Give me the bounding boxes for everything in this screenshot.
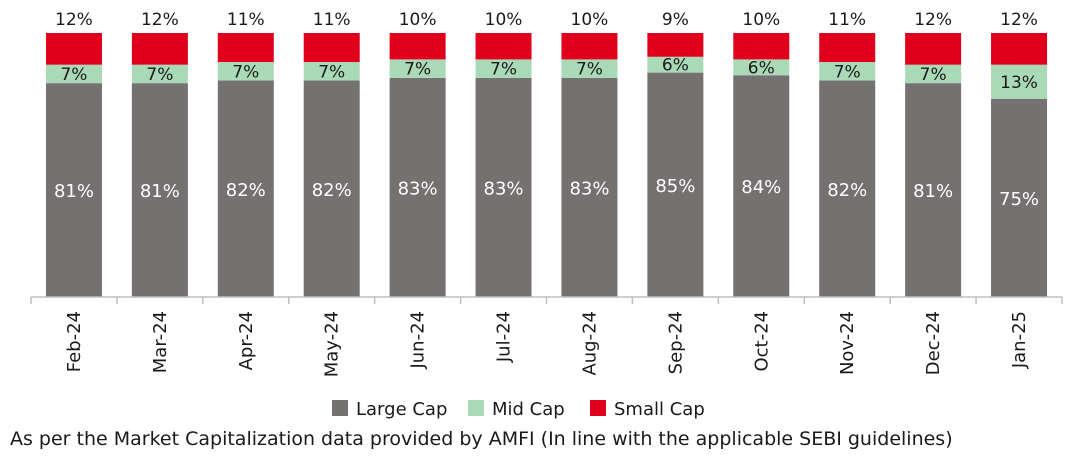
- bar-segment-mid-cap: [561, 59, 618, 78]
- bar-segment-large-cap: [217, 80, 274, 298]
- data-label: 11%: [227, 10, 265, 30]
- bar-segment-mid-cap: [905, 64, 962, 84]
- x-tick-label: Apr-24: [236, 311, 257, 370]
- data-label: 7%: [920, 65, 947, 85]
- bar-segment-small-cap: [131, 33, 188, 65]
- bar-segment-mid-cap: [819, 62, 876, 81]
- bar-segment-small-cap: [819, 33, 876, 63]
- footnote: As per the Market Capitalization data pr…: [10, 428, 953, 450]
- bar-segment-small-cap: [561, 33, 618, 60]
- legend: Large Cap Mid Cap Small Cap: [332, 399, 705, 420]
- bar-segment-small-cap: [733, 33, 790, 60]
- data-label: 82%: [312, 180, 352, 201]
- data-label: 7%: [490, 60, 517, 80]
- data-label: 12%: [55, 10, 93, 30]
- data-label: 10%: [399, 10, 437, 30]
- bar-segment-large-cap: [131, 83, 188, 297]
- data-label: 7%: [318, 62, 345, 82]
- x-tick-label: Mar-24: [150, 311, 171, 373]
- bar-segment-mid-cap: [647, 56, 704, 73]
- data-label: 7%: [834, 62, 861, 82]
- data-label: 81%: [913, 181, 953, 202]
- data-label: 10%: [571, 10, 609, 30]
- x-tick-label: Jun-24: [408, 311, 429, 370]
- x-tick-label: Jan-25: [1009, 311, 1030, 369]
- stacked-bar-chart: 81% 7% 12% 81% 7% 12% 82% 7% 11% 82% 7% 11% 83% 7% 10%…: [30, 10, 1063, 420]
- x-tick-label: Feb-24: [64, 311, 85, 372]
- x-tick-label: Dec-24: [923, 311, 944, 375]
- bar-segment-large-cap: [389, 77, 446, 297]
- legend-swatch-large-cap: [332, 400, 348, 416]
- bar-segment-large-cap: [991, 99, 1048, 297]
- legend-swatch-mid-cap: [468, 400, 484, 416]
- bar-segment-large-cap: [905, 83, 962, 297]
- bar-segment-small-cap: [991, 33, 1048, 65]
- bar-segment-large-cap: [475, 77, 532, 297]
- bar-segment-mid-cap: [131, 64, 188, 84]
- data-label: 83%: [484, 178, 524, 199]
- legend-swatch-small-cap: [590, 400, 606, 416]
- data-label: 7%: [60, 65, 87, 85]
- bars-layer: [45, 33, 1048, 298]
- bar-segment-mid-cap: [303, 62, 360, 81]
- bar-segment-small-cap: [45, 33, 102, 65]
- data-label: 83%: [569, 178, 609, 199]
- data-label: 13%: [1000, 73, 1038, 93]
- data-label: 81%: [54, 181, 94, 202]
- legend-label: Large Cap: [356, 399, 447, 420]
- bar-segment-large-cap: [303, 80, 360, 298]
- x-axis-ticks: [30, 297, 1063, 304]
- bar-segment-large-cap: [45, 83, 102, 297]
- legend-label: Mid Cap: [492, 399, 565, 420]
- x-tick-label: May-24: [322, 311, 343, 377]
- bar-segment-mid-cap: [45, 64, 102, 84]
- data-label: 84%: [741, 177, 781, 198]
- data-label: 12%: [1000, 10, 1038, 30]
- data-label: 7%: [404, 60, 431, 80]
- bar-segment-small-cap: [647, 33, 704, 57]
- data-label: 9%: [662, 10, 689, 30]
- bar-segment-mid-cap: [991, 64, 1048, 99]
- data-label: 83%: [398, 178, 438, 199]
- x-tick-label: Nov-24: [837, 311, 858, 375]
- data-labels-layer: 81% 7% 12% 81% 7% 12% 82% 7% 11% 82% 7% 11% 83% 7% 10%…: [54, 10, 1039, 210]
- data-label: 82%: [226, 180, 266, 201]
- bar-segment-large-cap: [819, 80, 876, 298]
- bar-segment-small-cap: [475, 33, 532, 60]
- data-label: 12%: [141, 10, 179, 30]
- data-label: 81%: [140, 181, 180, 202]
- data-label: 11%: [828, 10, 866, 30]
- bar-segment-small-cap: [905, 33, 962, 65]
- data-label: 75%: [999, 189, 1039, 210]
- data-label: 11%: [313, 10, 351, 30]
- bar-segment-small-cap: [303, 33, 360, 63]
- bar-segment-mid-cap: [475, 59, 532, 78]
- bar-segment-small-cap: [389, 33, 446, 60]
- x-tick-label: Oct-24: [751, 311, 772, 372]
- bar-segment-mid-cap: [217, 62, 274, 81]
- bar-segment-large-cap: [647, 72, 704, 297]
- data-label: 6%: [662, 56, 689, 76]
- data-label: 82%: [827, 180, 867, 201]
- x-tick-label: Sep-24: [665, 311, 686, 374]
- data-label: 85%: [655, 176, 695, 197]
- data-label: 7%: [576, 60, 603, 80]
- data-label: 10%: [485, 10, 523, 30]
- data-label: 7%: [146, 65, 173, 85]
- bar-segment-small-cap: [217, 33, 274, 63]
- x-tick-label: Aug-24: [579, 311, 600, 376]
- data-label: 12%: [914, 10, 952, 30]
- bar-segment-large-cap: [561, 77, 618, 297]
- x-axis-tick-labels: Feb-24 Mar-24 Apr-24 May-24 Jun-24 Jul-24 Aug-…: [64, 311, 1030, 377]
- data-label: 10%: [742, 10, 780, 30]
- data-label: 7%: [232, 62, 259, 82]
- x-tick-label: Jul-24: [494, 311, 515, 363]
- data-label: 6%: [748, 58, 775, 78]
- bar-segment-mid-cap: [389, 59, 446, 78]
- bar-segment-large-cap: [733, 75, 790, 298]
- bar-segment-mid-cap: [733, 59, 790, 76]
- legend-label: Small Cap: [614, 399, 705, 420]
